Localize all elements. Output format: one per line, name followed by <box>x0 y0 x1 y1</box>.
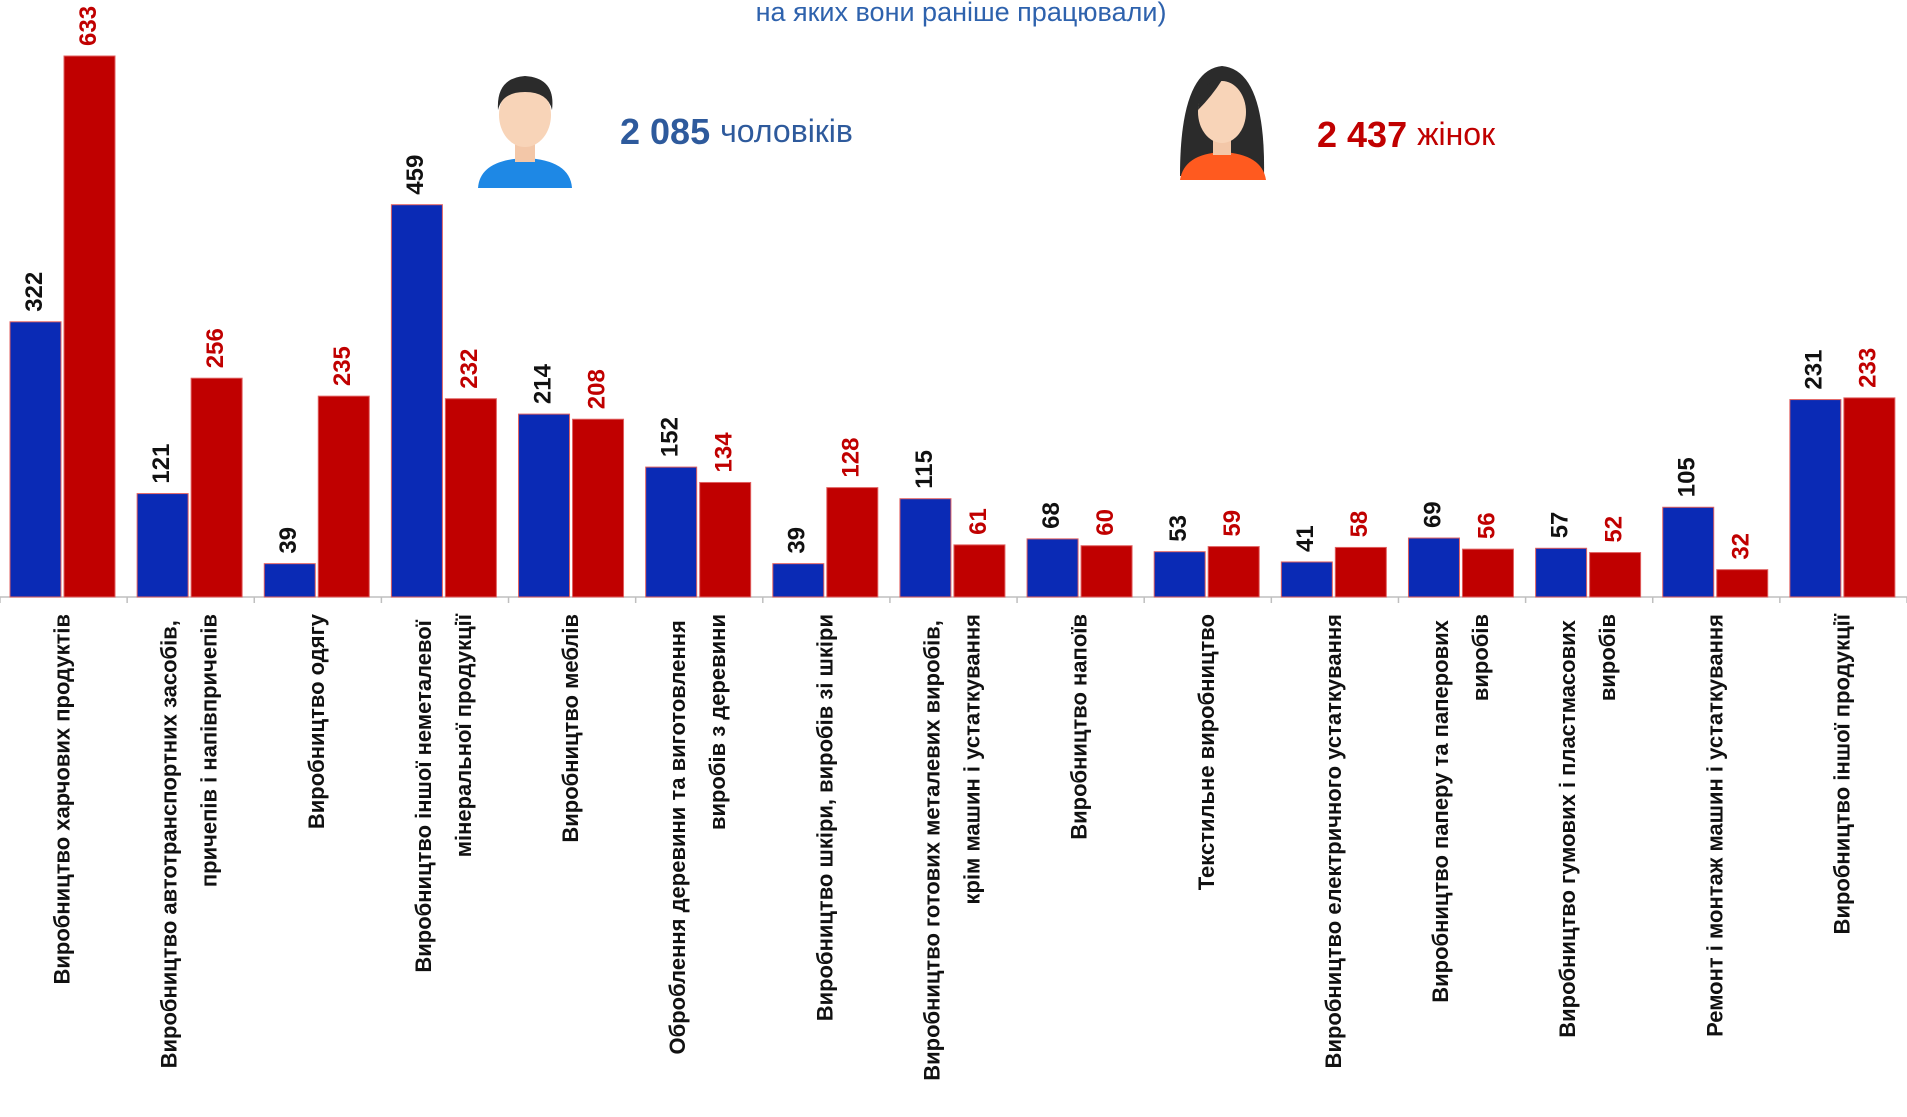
bar <box>772 563 825 598</box>
value-label: 459 <box>402 155 429 195</box>
x-tick-label: Виробництво харчових продуктів <box>49 614 74 985</box>
men-legend-label: чоловіків <box>720 113 853 149</box>
men-total: 2 085 чоловіків <box>620 111 853 152</box>
value-label: 121 <box>148 444 175 484</box>
value-label: 69 <box>1419 501 1446 528</box>
women-total-value: 2 437 <box>1317 114 1407 155</box>
bar <box>1789 399 1842 598</box>
value-label: 53 <box>1165 515 1192 542</box>
value-label: 214 <box>529 363 556 404</box>
bar <box>1716 569 1769 598</box>
x-tick-label: Виробництво гумових і пластмасових вироб… <box>1555 614 1620 1038</box>
chart-title: на яких вони раніше працювали) <box>756 0 1167 27</box>
bar <box>1207 546 1260 598</box>
women-icon <box>1180 66 1266 180</box>
bar <box>444 398 497 598</box>
x-tick-label: Текстильне виробництво <box>1194 614 1219 890</box>
x-tick-label: Виробництво меблів <box>558 614 583 843</box>
value-label: 39 <box>275 527 302 554</box>
bar <box>1407 537 1460 598</box>
value-label: 256 <box>202 328 229 368</box>
x-tick-label: Виробництво іншої неметалевої мінерально… <box>411 613 476 972</box>
value-label: 233 <box>1855 348 1882 388</box>
value-label: 32 <box>1728 533 1755 560</box>
bar <box>190 377 243 598</box>
value-label: 58 <box>1346 511 1373 538</box>
value-label: 235 <box>329 346 356 386</box>
bar <box>1334 546 1387 598</box>
value-label: 232 <box>456 349 483 389</box>
value-label: 115 <box>911 450 938 489</box>
x-tick-label: Виробництво шкіри, виробів зі шкіри <box>812 614 837 1021</box>
value-label: 61 <box>965 508 992 535</box>
bar <box>572 418 625 598</box>
bar <box>9 321 62 598</box>
bar <box>1535 547 1588 598</box>
bar <box>390 204 443 598</box>
value-label: 633 <box>75 6 102 46</box>
value-label: 134 <box>711 432 738 473</box>
x-tick-label: Виробництво автотранспортних засобів, пр… <box>157 614 222 1068</box>
value-label: 41 <box>1292 525 1319 552</box>
bar <box>317 395 370 598</box>
bar <box>645 466 698 598</box>
x-tick-label: Оброблення деревини та виготовлення виро… <box>665 614 730 1054</box>
bar <box>1080 545 1133 598</box>
bar <box>1153 551 1206 598</box>
bar <box>63 55 116 598</box>
value-label: 68 <box>1038 502 1065 529</box>
bar <box>1461 548 1514 598</box>
men-total-value: 2 085 <box>620 111 710 152</box>
value-label: 39 <box>784 527 811 554</box>
x-tick-label: Ремонт і монтаж машин і устаткування <box>1702 614 1727 1037</box>
value-label: 128 <box>838 438 865 478</box>
x-tick-label: Виробництво одягу <box>304 613 329 829</box>
bar <box>263 563 316 598</box>
value-label: 208 <box>583 369 610 409</box>
x-tick-label: Виробництво напоїв <box>1066 614 1091 840</box>
men-icon <box>478 76 572 188</box>
value-label: 105 <box>1674 457 1701 497</box>
bar <box>1026 538 1079 598</box>
value-label: 52 <box>1600 516 1627 543</box>
value-label: 56 <box>1473 512 1500 539</box>
value-label: 231 <box>1801 350 1828 390</box>
women-legend-label: жінок <box>1417 116 1496 152</box>
x-tick-label: Виробництво готових металевих виробів, к… <box>919 614 984 1081</box>
x-tick-label: Виробництво іншої продукції <box>1829 613 1854 934</box>
bar <box>699 481 752 598</box>
bar <box>1280 561 1333 598</box>
bar <box>826 487 879 598</box>
bar <box>1662 506 1715 598</box>
value-label: 60 <box>1092 509 1119 536</box>
value-label: 152 <box>657 417 684 457</box>
bar <box>1843 397 1896 598</box>
bar <box>899 498 952 598</box>
x-tick-label: Виробництво електричного устаткування <box>1321 614 1346 1068</box>
x-tick-label: Виробництво паперу та паперових виробів <box>1428 614 1493 1003</box>
value-label: 57 <box>1546 512 1573 539</box>
value-label: 322 <box>21 272 48 312</box>
bar <box>518 413 571 598</box>
value-label: 59 <box>1219 510 1246 537</box>
bar <box>953 544 1006 598</box>
bar <box>136 493 189 598</box>
bar <box>1589 552 1642 598</box>
women-total: 2 437 жінок <box>1317 114 1496 155</box>
